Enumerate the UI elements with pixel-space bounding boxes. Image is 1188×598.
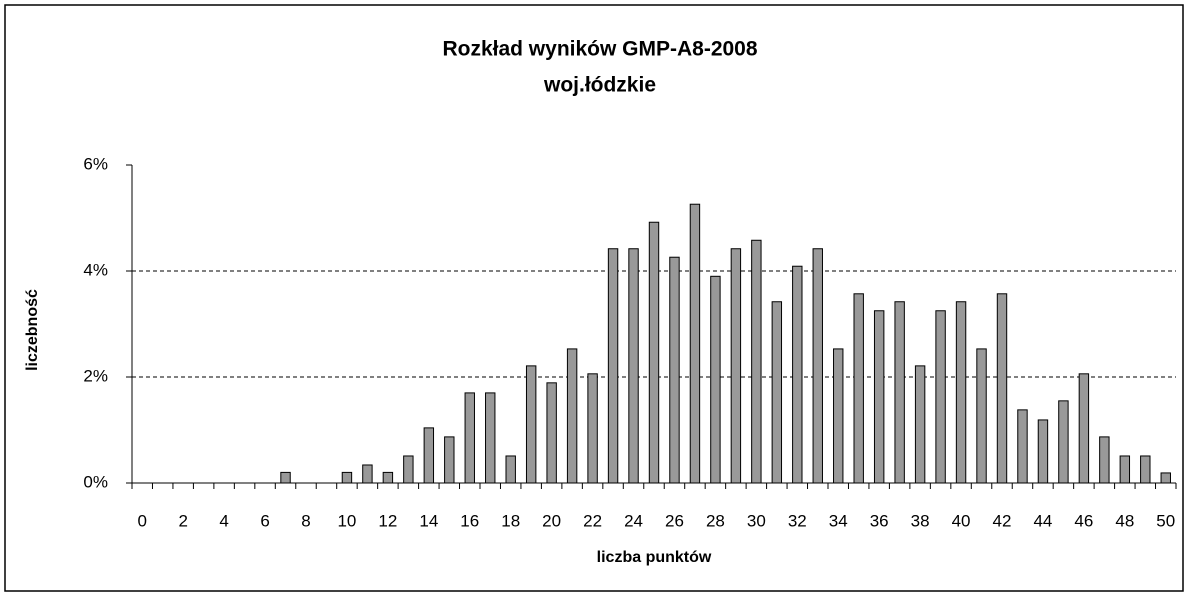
- x-tick-label: 30: [747, 511, 766, 530]
- chart-title: Rozkład wyników GMP-A8-2008: [442, 38, 757, 61]
- bar: [853, 293, 864, 484]
- bar: [587, 373, 598, 484]
- y-tick-label: 4%: [83, 260, 108, 279]
- bar: [914, 365, 926, 484]
- x-tick-label: 14: [419, 511, 438, 530]
- chart-border: [4, 4, 1184, 592]
- x-tick-label: 20: [542, 511, 561, 530]
- bar: [812, 248, 823, 484]
- y-tick-label: 0%: [83, 472, 108, 491]
- bar: [280, 471, 291, 484]
- bar: [1058, 400, 1069, 484]
- x-tick-label: 44: [1033, 511, 1052, 530]
- x-tick-label: 4: [219, 511, 228, 530]
- bar: [1160, 472, 1171, 484]
- y-tick-label: 2%: [83, 366, 108, 385]
- bar: [751, 239, 762, 484]
- x-tick-label: 36: [870, 511, 889, 530]
- bar: [607, 248, 619, 484]
- bar: [485, 392, 496, 484]
- x-tick-label: 38: [911, 511, 930, 530]
- bar: [955, 301, 967, 484]
- x-tick-label: 12: [378, 511, 397, 530]
- x-tick-label: 42: [993, 511, 1012, 530]
- bar: [423, 427, 435, 484]
- bar: [771, 301, 783, 484]
- bar: [341, 471, 353, 484]
- x-axis-title: liczba punktów: [597, 549, 712, 566]
- bar: [403, 455, 414, 484]
- x-tick-label: 46: [1074, 511, 1093, 530]
- x-tick-label: 48: [1115, 511, 1134, 530]
- x-tick-label: 8: [301, 511, 310, 530]
- x-tick-label: 50: [1156, 511, 1175, 530]
- bar: [976, 348, 987, 484]
- bar: [1078, 373, 1090, 484]
- bar: [669, 256, 680, 484]
- x-tick-label: 28: [706, 511, 725, 530]
- y-axis-title: liczebność: [24, 289, 41, 371]
- y-tick-label: 6%: [83, 154, 108, 173]
- bar: [792, 265, 803, 484]
- bar: [1140, 455, 1151, 484]
- bar: [546, 382, 557, 484]
- bar: [996, 293, 1008, 484]
- bar: [444, 436, 455, 484]
- bar: [710, 275, 721, 484]
- x-tick-label: 22: [583, 511, 602, 530]
- bar: [648, 221, 660, 484]
- bar: [1099, 436, 1110, 484]
- bar: [833, 348, 844, 484]
- x-tick-label: 6: [260, 511, 269, 530]
- x-tick-label: 16: [460, 511, 479, 530]
- x-tick-label: 40: [952, 511, 971, 530]
- bar: [464, 392, 475, 484]
- bar: [1037, 419, 1049, 484]
- bar: [1119, 455, 1131, 484]
- x-tick-label: 0: [138, 511, 147, 530]
- x-tick-label: 2: [178, 511, 187, 530]
- bar: [894, 301, 905, 484]
- x-tick-label: 32: [788, 511, 807, 530]
- chart-subtitle: woj.łódzkie: [543, 74, 656, 97]
- x-tick-label: 18: [501, 511, 520, 530]
- bar: [505, 455, 516, 484]
- x-tick-label: 26: [665, 511, 684, 530]
- bar: [730, 248, 742, 484]
- bar: [873, 310, 885, 484]
- x-tick-label: 34: [829, 511, 848, 530]
- bar: [935, 310, 946, 484]
- bar: [362, 464, 373, 484]
- x-tick-label: 24: [624, 511, 643, 530]
- x-tick-label: 10: [337, 511, 356, 530]
- bar: [628, 248, 639, 484]
- bar: [566, 348, 578, 484]
- bar: [525, 365, 537, 484]
- bar: [689, 203, 701, 484]
- bar: [382, 471, 394, 484]
- bar: [1017, 409, 1028, 484]
